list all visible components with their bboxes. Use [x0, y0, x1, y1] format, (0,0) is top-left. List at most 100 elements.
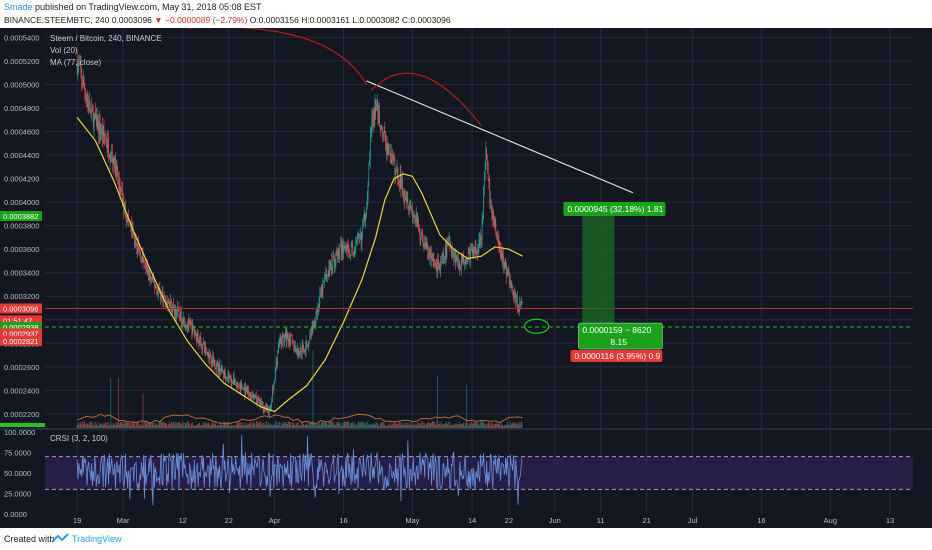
volume-bar — [201, 425, 203, 428]
volume-bar — [255, 424, 256, 428]
volume-bar — [479, 425, 481, 428]
volume-bar — [351, 422, 353, 428]
volume-bar — [135, 425, 136, 428]
volume-bar — [258, 422, 259, 428]
price-tag: 01:51:47 — [3, 316, 32, 325]
candle-body — [89, 102, 91, 113]
candle-body — [331, 268, 333, 270]
volume-bar — [174, 423, 175, 428]
volume-bar — [512, 423, 514, 428]
volume-bar — [213, 424, 215, 428]
volume-bar — [481, 421, 482, 428]
candle-body — [118, 180, 120, 187]
volume-bar — [430, 422, 432, 428]
volume-bar — [226, 422, 227, 428]
volume-bar — [193, 425, 195, 428]
candle-body — [330, 260, 331, 270]
candle-body — [451, 247, 452, 255]
candle-body — [461, 256, 462, 268]
candle-body — [456, 255, 458, 262]
volume-bar — [214, 421, 216, 428]
candle-body — [175, 310, 177, 317]
volume-bar — [183, 422, 184, 428]
price-tag: 0.0002937 — [3, 329, 38, 338]
volume-bar — [399, 421, 400, 428]
volume-bar — [320, 425, 321, 428]
volume-bar — [303, 424, 305, 428]
volume-bar — [182, 421, 184, 428]
volume-bar — [227, 421, 229, 428]
price-chart[interactable]: 0.0000945 (32.18%) 1.81 0.0000159 ~ 8620 8… — [0, 26, 932, 528]
volume-bar — [191, 423, 193, 428]
volume-bar — [204, 423, 206, 428]
candle-body — [121, 188, 122, 191]
candle-body — [324, 276, 326, 278]
tradingview-logo[interactable]: TradingView — [50, 532, 150, 546]
volume-bar — [412, 425, 414, 428]
candle-body — [327, 275, 329, 277]
volume-bar — [259, 422, 260, 428]
candle-body — [220, 365, 222, 372]
volume-bar — [158, 423, 159, 428]
volume-bar — [343, 422, 344, 428]
candle-body — [145, 266, 147, 268]
volume-bar — [393, 423, 394, 428]
candle-body — [442, 253, 444, 257]
candle-body — [287, 333, 288, 339]
candle-body — [334, 263, 336, 265]
candle-body — [110, 158, 112, 161]
volume-bar — [265, 421, 267, 428]
volume-bar — [247, 423, 249, 428]
volume-bar — [273, 423, 275, 428]
candle-body — [485, 148, 487, 169]
candle-body — [476, 250, 478, 252]
volume-bar — [408, 423, 409, 428]
volume-bar — [375, 424, 376, 428]
candle-body — [382, 129, 383, 137]
volume-bar — [244, 423, 246, 428]
volume-bar — [194, 425, 196, 428]
volume-bar — [141, 425, 142, 428]
candle-body — [490, 199, 491, 205]
candle-body — [396, 168, 397, 170]
volume-bar — [146, 424, 148, 428]
volume-bar — [494, 424, 495, 428]
candle-body — [170, 301, 171, 306]
crsi-legend[interactable]: CRSI (3, 2, 100) — [50, 434, 108, 443]
volume-bar — [337, 421, 339, 428]
volume-bar — [466, 385, 468, 428]
volume-bar — [140, 424, 142, 428]
volume-bar — [445, 423, 446, 428]
candle-body — [437, 259, 438, 272]
price-tick-label: 0.0005400 — [4, 33, 39, 42]
volume-bar — [234, 424, 236, 428]
volume-bar — [432, 422, 434, 428]
candle-body — [314, 321, 315, 327]
ma-legend[interactable]: MA (77, close) — [50, 58, 101, 67]
volume-bar — [180, 423, 181, 428]
volume-bar — [400, 425, 402, 428]
candle-body — [354, 250, 356, 253]
candle-body — [455, 252, 456, 263]
volume-bar — [135, 423, 137, 428]
candle-body — [255, 395, 257, 402]
candle-body — [428, 253, 429, 259]
author-link[interactable]: Smade — [4, 2, 33, 12]
left-edge-marker — [0, 423, 45, 427]
volume-bar — [82, 421, 83, 428]
candle-body — [445, 247, 447, 257]
candle-body — [237, 382, 239, 385]
candle-body — [167, 301, 168, 306]
volume-bar — [282, 423, 284, 428]
volume-bar — [161, 421, 163, 428]
volume-bar — [357, 421, 359, 428]
vol-legend[interactable]: Vol (20) — [50, 46, 78, 55]
volume-bar — [455, 425, 457, 428]
candle-body — [507, 269, 509, 274]
candle-body — [340, 243, 342, 253]
chart-area[interactable]: 0.0000945 (32.18%) 1.81 0.0000159 ~ 8620 8… — [0, 26, 932, 528]
candle-body — [501, 249, 503, 263]
volume-bar — [137, 422, 138, 428]
ma-line — [76, 117, 523, 413]
candle-body — [464, 261, 465, 265]
